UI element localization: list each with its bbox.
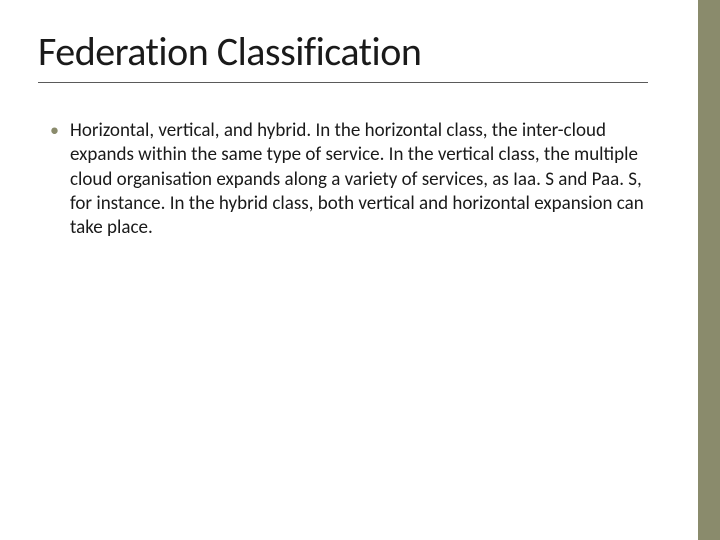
slide-content: Federation Classification Horizontal, ve…	[0, 0, 698, 241]
right-accent-bar	[698, 0, 720, 540]
slide-title: Federation Classification	[38, 30, 648, 83]
bullet-list: Horizontal, vertical, and hybrid. In the…	[38, 119, 648, 241]
bullet-item: Horizontal, vertical, and hybrid. In the…	[50, 119, 648, 241]
